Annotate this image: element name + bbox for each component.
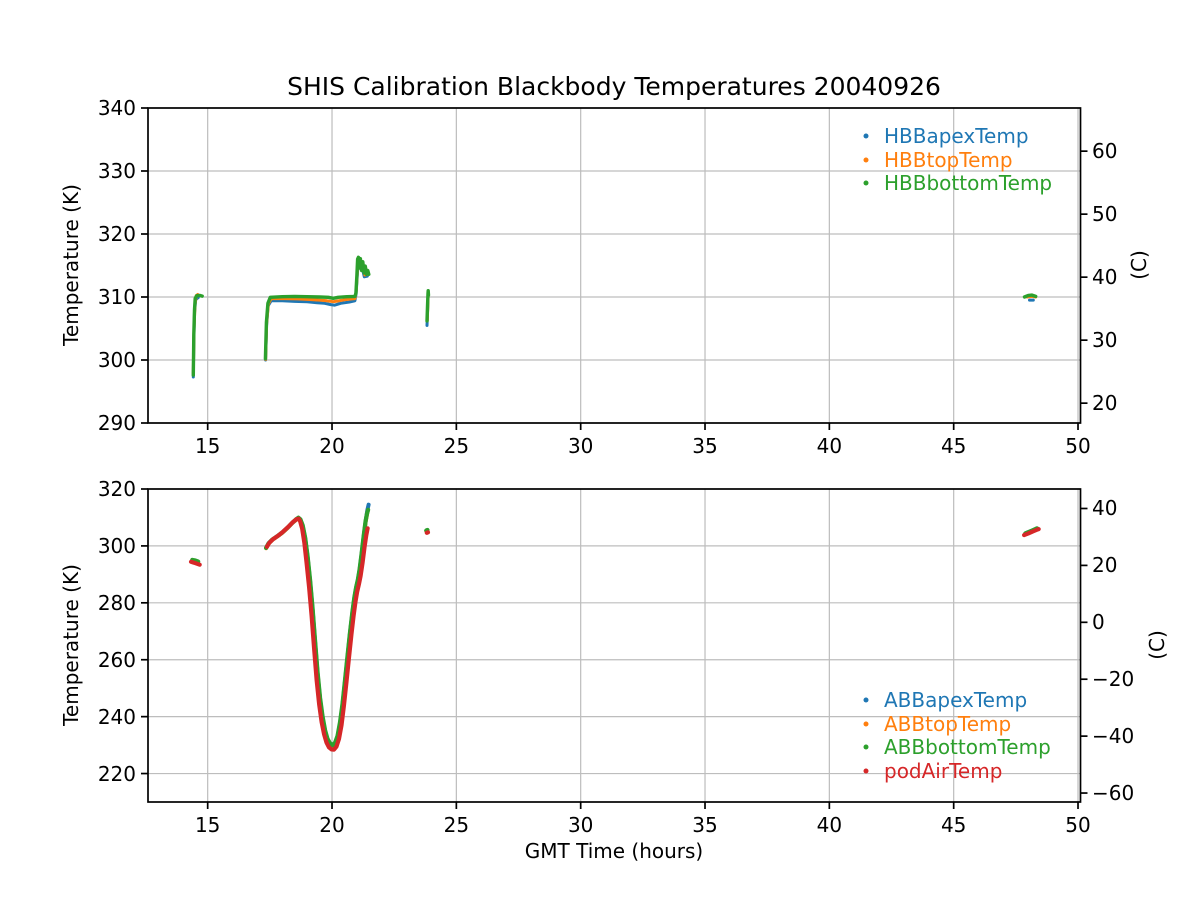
series-HBBapexTemp bbox=[264, 261, 369, 362]
bottom-ylabel-left: Temperature (K) bbox=[59, 564, 83, 726]
series-HBBtopTemp bbox=[264, 259, 369, 361]
series-ABBbottomTemp bbox=[424, 527, 430, 533]
series-podAirTemp bbox=[188, 559, 202, 567]
top-ylabel-right: (C) bbox=[1127, 250, 1151, 280]
series-HBBbottomTemp bbox=[1022, 293, 1038, 299]
bottom-ylabel-right: (C) bbox=[1145, 630, 1169, 660]
chart-title: SHIS Calibration Blackbody Temperatures … bbox=[287, 72, 941, 101]
top-ylabel-left: Temperature (K) bbox=[59, 184, 83, 346]
series-podAirTemp bbox=[264, 516, 370, 752]
series-HBBbottomTemp bbox=[425, 289, 431, 323]
series-HBBbottomTemp bbox=[191, 293, 204, 377]
series-podAirTemp bbox=[424, 530, 431, 535]
series-ABBbottomTemp bbox=[190, 557, 201, 564]
x-axis-label: GMT Time (hours) bbox=[524, 839, 704, 863]
axes-frame bbox=[147, 488, 1082, 803]
axes-frame bbox=[147, 107, 1082, 424]
series-podAirTemp bbox=[1021, 527, 1041, 538]
series-HBBbottomTemp bbox=[263, 255, 371, 361]
